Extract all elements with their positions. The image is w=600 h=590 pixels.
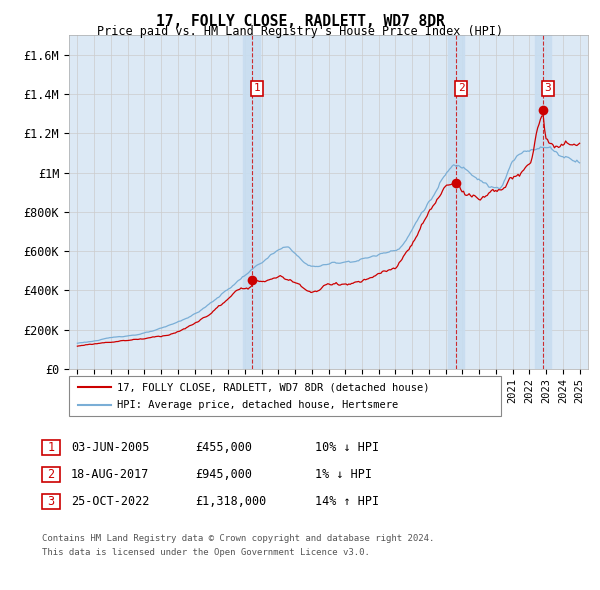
Bar — [535, 35, 551, 369]
Text: Price paid vs. HM Land Registry's House Price Index (HPI): Price paid vs. HM Land Registry's House … — [97, 25, 503, 38]
Text: £945,000: £945,000 — [195, 468, 252, 481]
Text: 14% ↑ HPI: 14% ↑ HPI — [315, 495, 379, 508]
Bar — [244, 35, 260, 369]
Text: 1% ↓ HPI: 1% ↓ HPI — [315, 468, 372, 481]
Text: 17, FOLLY CLOSE, RADLETT, WD7 8DR: 17, FOLLY CLOSE, RADLETT, WD7 8DR — [155, 14, 445, 28]
Text: HPI: Average price, detached house, Hertsmere: HPI: Average price, detached house, Hert… — [117, 399, 398, 409]
Text: 1: 1 — [47, 441, 55, 454]
Bar — [448, 35, 464, 369]
Text: 03-JUN-2005: 03-JUN-2005 — [71, 441, 149, 454]
Text: This data is licensed under the Open Government Licence v3.0.: This data is licensed under the Open Gov… — [42, 548, 370, 556]
Text: £455,000: £455,000 — [195, 441, 252, 454]
Text: 17, FOLLY CLOSE, RADLETT, WD7 8DR (detached house): 17, FOLLY CLOSE, RADLETT, WD7 8DR (detac… — [117, 382, 430, 392]
Text: 18-AUG-2017: 18-AUG-2017 — [71, 468, 149, 481]
Text: 3: 3 — [47, 495, 55, 508]
Text: 25-OCT-2022: 25-OCT-2022 — [71, 495, 149, 508]
Text: £1,318,000: £1,318,000 — [195, 495, 266, 508]
Text: 10% ↓ HPI: 10% ↓ HPI — [315, 441, 379, 454]
Text: Contains HM Land Registry data © Crown copyright and database right 2024.: Contains HM Land Registry data © Crown c… — [42, 534, 434, 543]
Text: 3: 3 — [545, 83, 551, 93]
Text: 2: 2 — [47, 468, 55, 481]
Text: 1: 1 — [253, 83, 260, 93]
Text: 2: 2 — [458, 83, 464, 93]
